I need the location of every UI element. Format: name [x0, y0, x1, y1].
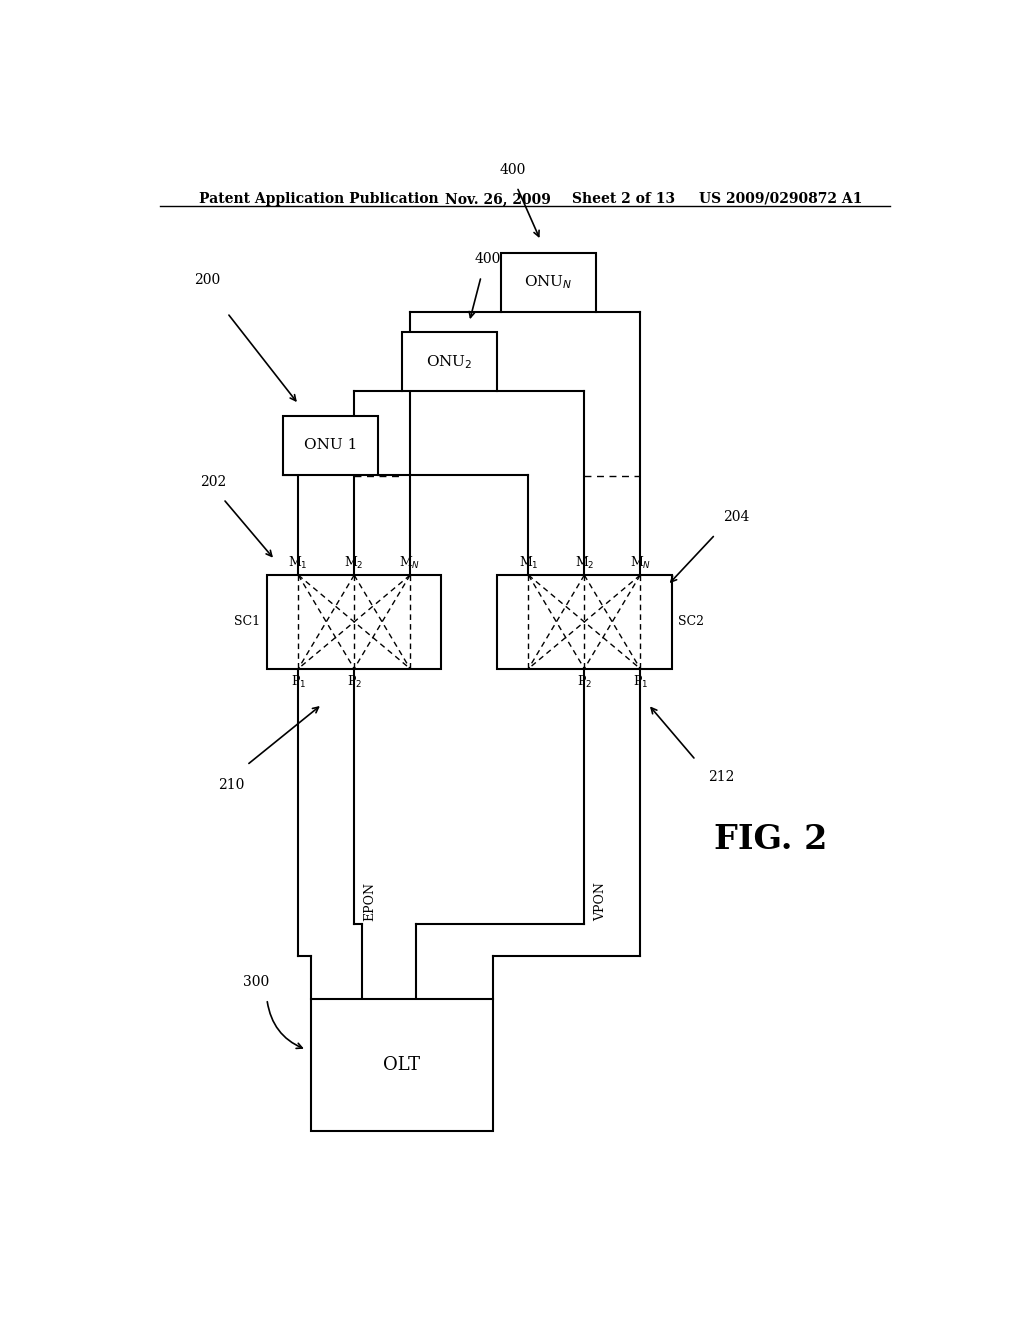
Bar	[283, 416, 378, 474]
Text: 200: 200	[195, 273, 220, 288]
Text: VPON: VPON	[594, 882, 607, 921]
Text: P$_2$: P$_2$	[346, 673, 361, 690]
Text: M$_N$: M$_N$	[399, 554, 421, 572]
Text: P$_1$: P$_1$	[633, 673, 648, 690]
Text: M$_2$: M$_2$	[574, 554, 594, 572]
Text: ONU 1: ONU 1	[304, 438, 357, 451]
Text: M$_1$: M$_1$	[518, 554, 539, 572]
Text: M$_N$: M$_N$	[630, 554, 651, 572]
Bar	[401, 333, 497, 391]
Bar	[501, 253, 596, 312]
Text: P$_2$: P$_2$	[577, 673, 592, 690]
Text: SC2: SC2	[678, 615, 703, 628]
Text: Nov. 26, 2009: Nov. 26, 2009	[445, 191, 551, 206]
Text: 300: 300	[244, 974, 269, 989]
Text: 400: 400	[474, 252, 501, 267]
Text: 212: 212	[708, 771, 734, 784]
Bar	[267, 576, 441, 669]
Text: EPON: EPON	[364, 882, 377, 921]
Text: 204: 204	[723, 511, 750, 524]
Text: 400: 400	[500, 162, 526, 177]
Text: M$_1$: M$_1$	[289, 554, 308, 572]
Text: FIG. 2: FIG. 2	[714, 822, 827, 855]
Text: M$_2$: M$_2$	[344, 554, 364, 572]
Text: 210: 210	[218, 779, 244, 792]
Text: OLT: OLT	[383, 1056, 420, 1074]
Bar	[310, 999, 494, 1131]
Text: ONU$_2$: ONU$_2$	[426, 352, 473, 371]
Text: 202: 202	[200, 475, 226, 488]
Text: US 2009/0290872 A1: US 2009/0290872 A1	[699, 191, 863, 206]
Bar	[497, 576, 672, 669]
Text: SC1: SC1	[234, 615, 260, 628]
Text: Sheet 2 of 13: Sheet 2 of 13	[572, 191, 676, 206]
Text: Patent Application Publication: Patent Application Publication	[200, 191, 439, 206]
Text: P$_1$: P$_1$	[291, 673, 306, 690]
Text: ONU$_N$: ONU$_N$	[524, 273, 572, 292]
